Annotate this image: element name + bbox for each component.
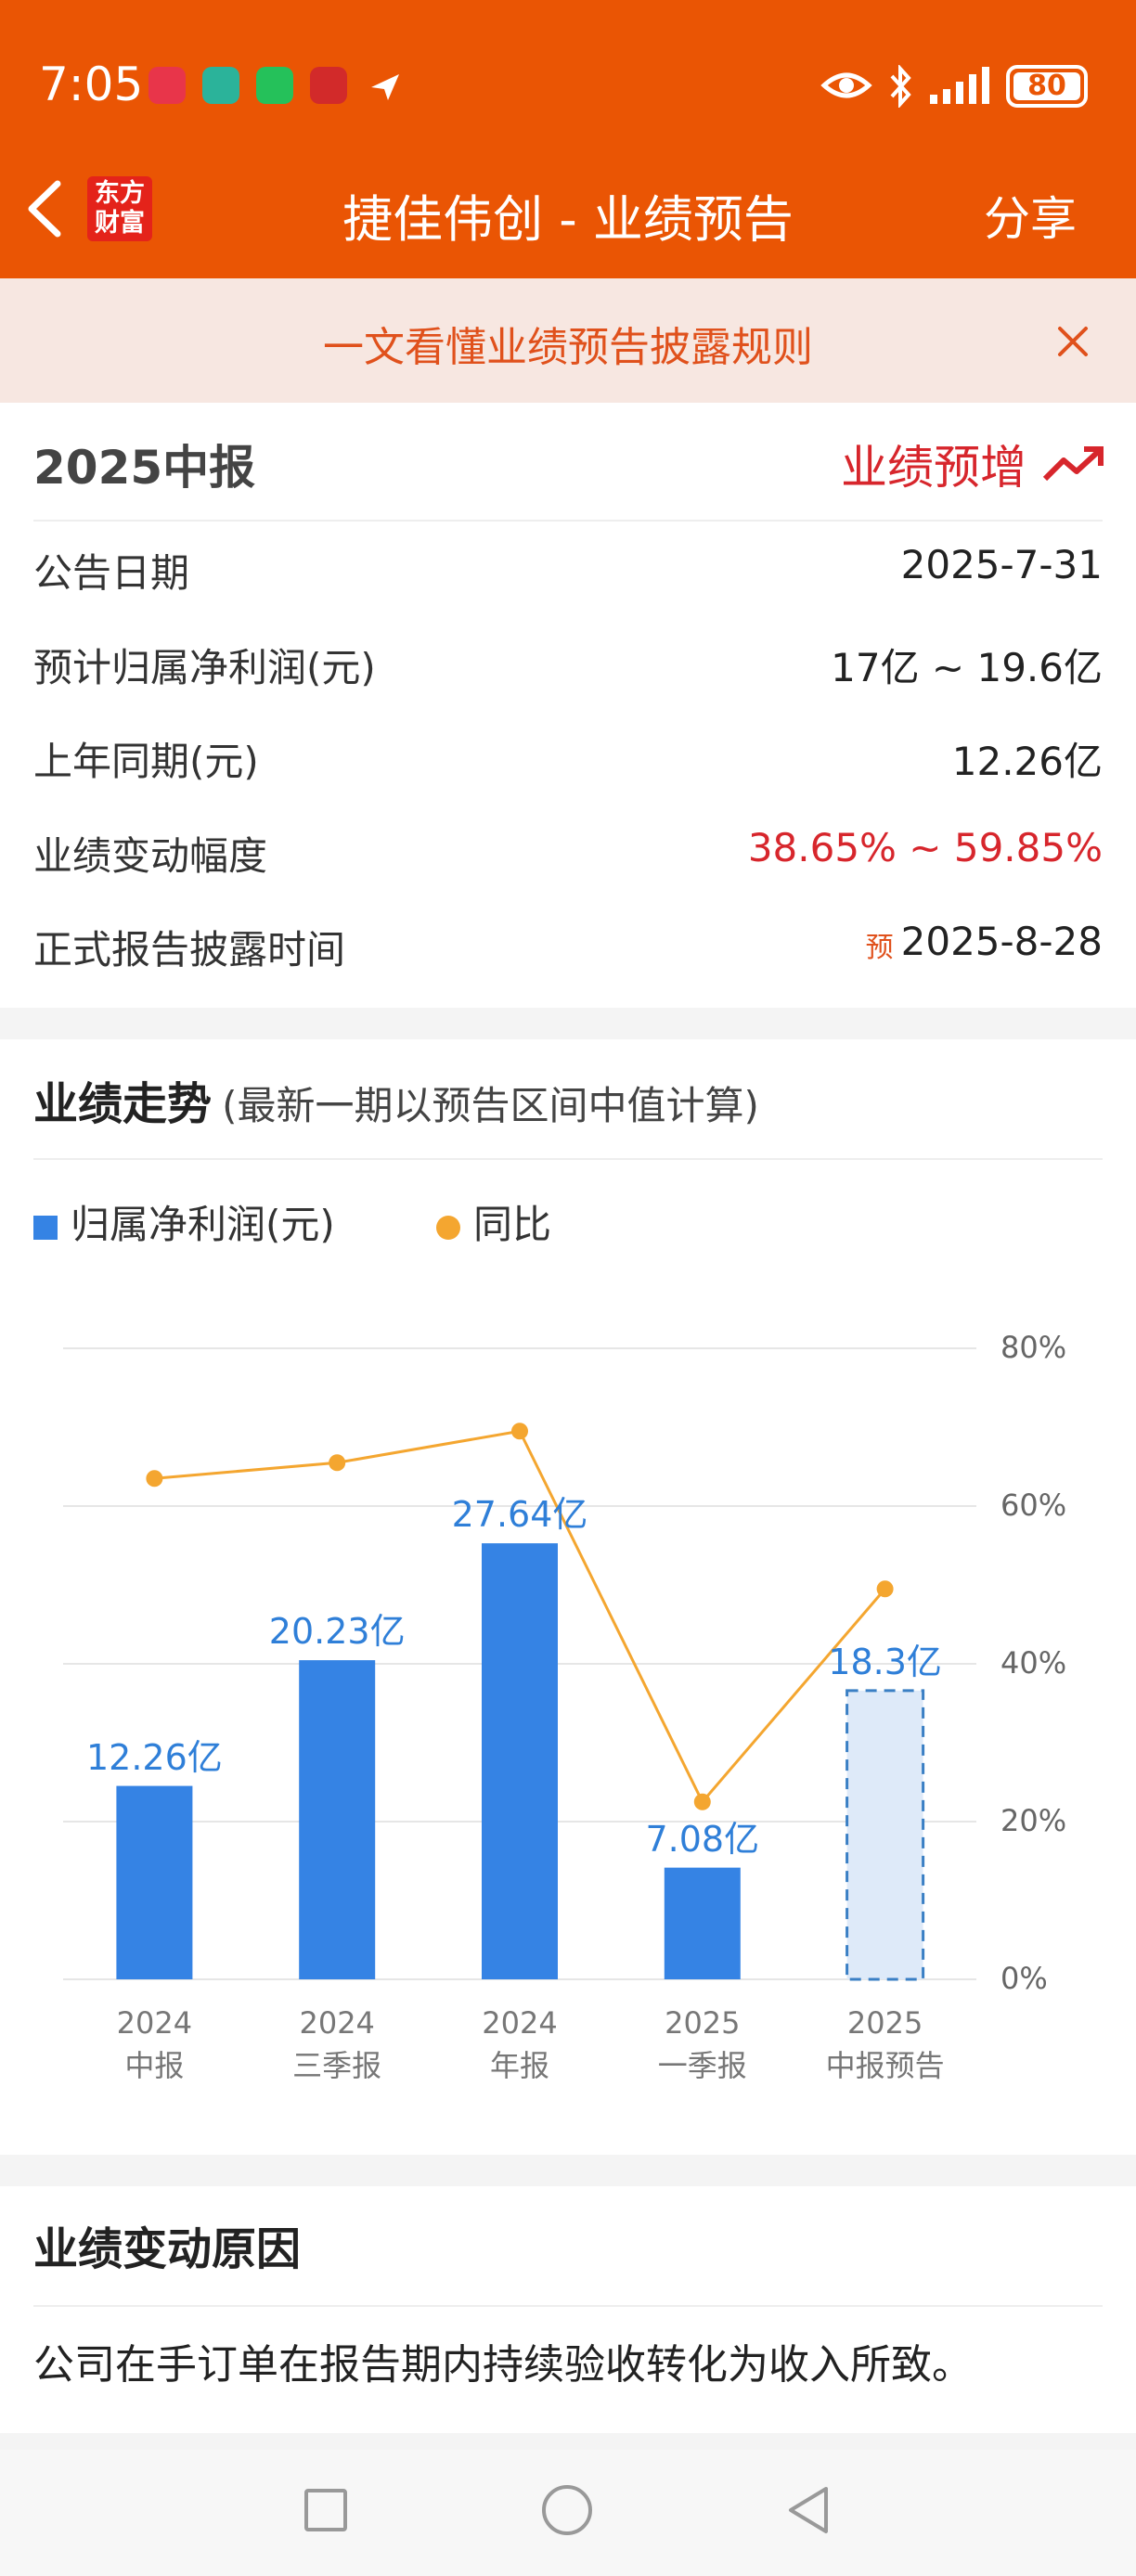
recent-apps-button[interactable] xyxy=(304,2489,347,2531)
stock-app-icon xyxy=(310,67,347,104)
legend-bar: 归属净利润(元) xyxy=(33,1193,335,1250)
x-tick-line: 2025 xyxy=(665,2005,741,2041)
y-tick-label: 60% xyxy=(1000,1488,1067,1523)
nav-bar: 东方 财富 捷佳伟创 - 业绩预告 分享 xyxy=(0,139,1136,278)
forecast-card: 2025中报 业绩预增 公告日期 2025-7-31 预计归属净利润(元) 17… xyxy=(0,403,1136,1008)
legend-bar-swatch xyxy=(33,1215,58,1240)
x-tick-label: 2024 年报 xyxy=(436,2002,603,2087)
legend-bar-label: 归属净利润(元) xyxy=(71,1202,335,1247)
reason-text: 公司在手订单在报告期内持续验收转化为收入所致。 xyxy=(33,2341,973,2389)
yoy-point[interactable] xyxy=(693,1793,711,1810)
trend-up-icon xyxy=(1041,444,1106,484)
x-tick-label: 2024 三季报 xyxy=(253,2002,420,2087)
eye-icon xyxy=(820,67,872,104)
app-logo: 东方 财富 xyxy=(87,176,152,241)
x-tick-line: 中报 xyxy=(124,2048,185,2083)
announce-date-label: 公告日期 xyxy=(33,550,190,596)
announce-date-value: 2025-7-31 xyxy=(900,542,1103,587)
page-title: 捷佳伟创 - 业绩预告 xyxy=(342,190,794,249)
x-tick-label: 2025 中报预告 xyxy=(802,2002,969,2087)
signal-icon xyxy=(926,67,997,106)
bar-value-label: 18.3亿 xyxy=(828,1641,942,1682)
x-tick-label: 2025 一季报 xyxy=(619,2002,786,2087)
triangle-back-icon xyxy=(789,2487,828,2533)
bar-value-label: 27.64亿 xyxy=(451,1494,588,1536)
x-tick-line: 中报预告 xyxy=(825,2048,945,2083)
forecast-type: 业绩预增 xyxy=(841,441,1026,495)
prior-year-label: 上年同期(元) xyxy=(33,739,259,784)
y-tick-label: 40% xyxy=(1000,1645,1067,1681)
chevron-left-icon xyxy=(28,180,61,238)
trend-title-text: 业绩走势 xyxy=(33,1078,213,1130)
logo-line2: 财富 xyxy=(95,209,145,238)
status-time: 7:05 xyxy=(39,58,144,111)
change-range-value: 38.65% ~ 59.85% xyxy=(747,825,1103,870)
reason-card: 业绩变动原因 公司在手订单在报告期内持续验收转化为收入所致。 xyxy=(0,2186,1136,2433)
trend-chart: 80% 60% 40% 20% 0% 12.26亿 2024 中报 20.23亿 2024 三季报 2… xyxy=(0,1039,1136,2155)
trend-card: 业绩走势 (最新一期以预告区间中值计算) 归属净利润(元) 同比 80% 60% 4… xyxy=(0,1039,1136,2155)
reason-title: 业绩变动原因 xyxy=(33,2223,302,2275)
yoy-point[interactable] xyxy=(876,1580,894,1598)
yoy-point[interactable] xyxy=(511,1423,528,1440)
divider xyxy=(33,1158,1103,1160)
profit-bar[interactable] xyxy=(116,1785,193,1979)
x-tick-line: 一季报 xyxy=(657,2048,747,2083)
legend-line-label: 同比 xyxy=(473,1202,552,1247)
wechat-icon xyxy=(256,67,293,104)
shield-icon xyxy=(202,67,239,104)
yoy-point[interactable] xyxy=(329,1454,346,1472)
x-tick-line: 2024 xyxy=(482,2005,558,2041)
x-tick-line: 三季报 xyxy=(292,2048,382,2083)
prior-year-value: 12.26亿 xyxy=(951,739,1103,784)
y-tick-label: 0% xyxy=(1000,1961,1048,1996)
rules-banner[interactable]: 一文看懂业绩预告披露规则 xyxy=(0,278,1136,403)
net-profit-label: 预计归属净利润(元) xyxy=(33,645,376,690)
close-icon xyxy=(1058,327,1088,356)
report-period: 2025中报 xyxy=(33,441,256,495)
x-tick-label: 2024 中报 xyxy=(71,2002,238,2087)
forecast-badge: 预 xyxy=(865,931,894,964)
battery-icon: 80 xyxy=(1006,65,1088,108)
back-nav-button[interactable] xyxy=(785,2485,832,2535)
profit-bar[interactable] xyxy=(482,1543,558,1979)
bar-value-label: 12.26亿 xyxy=(85,1736,223,1778)
share-button[interactable]: 分享 xyxy=(984,192,1077,246)
bluetooth-icon xyxy=(886,63,914,109)
x-tick-line: 2025 xyxy=(846,2005,923,2041)
change-range-label: 业绩变动幅度 xyxy=(33,833,268,879)
banner-text[interactable]: 一文看懂业绩预告披露规则 xyxy=(323,324,813,371)
divider xyxy=(33,2305,1103,2307)
huawei-store-icon xyxy=(148,67,186,104)
y-tick-label: 80% xyxy=(1000,1330,1067,1365)
x-tick-line: 年报 xyxy=(489,2048,549,2083)
status-bar: 7:05 80 xyxy=(0,0,1136,139)
divider xyxy=(33,520,1103,522)
profit-bar[interactable] xyxy=(299,1660,376,1979)
x-tick-line: 2024 xyxy=(116,2005,193,2041)
chart-svg xyxy=(63,1347,976,1981)
bar-value-label: 20.23亿 xyxy=(268,1611,406,1653)
forecast-bar[interactable] xyxy=(846,1689,925,1981)
legend-line-swatch xyxy=(436,1215,460,1240)
x-tick-line: 2024 xyxy=(299,2005,375,2041)
paper-plane-icon xyxy=(369,71,401,102)
disclosure-value: 预 2025-8-28 xyxy=(866,919,1103,965)
legend-line: 同比 xyxy=(436,1193,551,1250)
yoy-point[interactable] xyxy=(146,1470,163,1488)
home-button[interactable] xyxy=(542,2485,592,2535)
logo-line1: 东方 xyxy=(95,179,145,208)
battery-level: 80 xyxy=(1027,70,1066,102)
close-banner-button[interactable] xyxy=(1052,321,1093,362)
disclosure-date: 2025-8-28 xyxy=(900,919,1103,964)
profit-bar[interactable] xyxy=(664,1867,741,1979)
system-nav-bar xyxy=(0,2450,1136,2576)
y-tick-label: 20% xyxy=(1000,1803,1067,1838)
bar-value-label: 7.08亿 xyxy=(645,1818,760,1860)
net-profit-value: 17亿 ~ 19.6亿 xyxy=(831,645,1103,690)
back-button[interactable] xyxy=(22,176,72,241)
trend-title: 业绩走势 (最新一期以预告区间中值计算) xyxy=(33,1067,759,1132)
disclosure-label: 正式报告披露时间 xyxy=(33,927,346,972)
trend-subtitle: (最新一期以预告区间中值计算) xyxy=(222,1083,759,1128)
